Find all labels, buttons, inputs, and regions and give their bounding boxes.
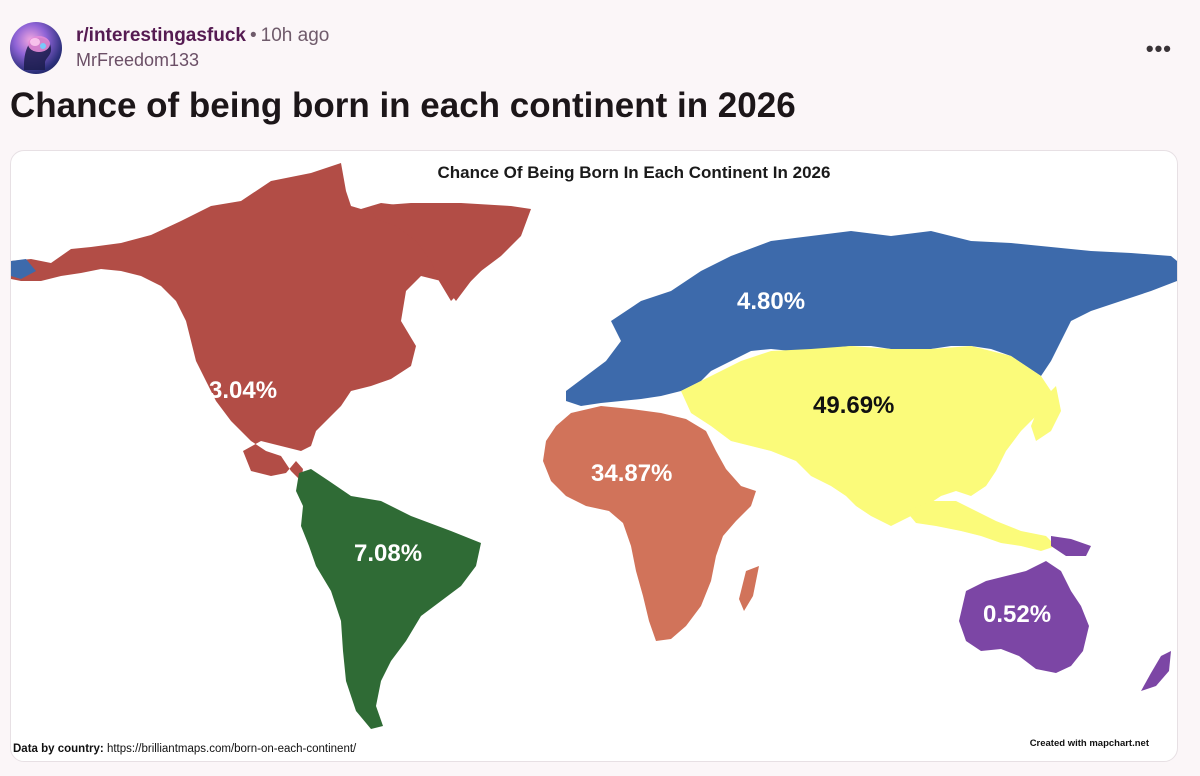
madagascar: [739, 566, 759, 611]
subreddit-link[interactable]: r/interestingasfuck: [76, 25, 246, 46]
label-asia: 49.69%: [813, 392, 895, 419]
continent-oceania: [959, 561, 1089, 673]
post-header: r/interestingasfuck • 10h ago MrFreedom133…: [10, 22, 1190, 78]
greenland: [371, 203, 531, 301]
meta-separator: •: [250, 25, 257, 46]
new-guinea: [1051, 536, 1091, 556]
label-africa: 34.87%: [591, 460, 673, 487]
subreddit-avatar[interactable]: [10, 22, 62, 74]
more-options-button[interactable]: •••: [1145, 36, 1172, 61]
continent-asia: [681, 346, 1051, 526]
label-oceania: 0.52%: [983, 601, 1052, 628]
post-image[interactable]: Chance Of Being Born In Each Continent I…: [10, 150, 1178, 762]
map-title: Chance Of Being Born In Each Continent I…: [437, 163, 831, 182]
label-north-america: 3.04%: [209, 377, 278, 404]
continent-europe: [566, 231, 1177, 406]
japan: [1031, 386, 1061, 441]
post-time: 10h ago: [260, 25, 330, 46]
label-south-america: 7.08%: [354, 540, 423, 567]
data-source: Data by country: https://brilliantmaps.c…: [13, 743, 356, 755]
brain-head-icon: [24, 36, 52, 70]
data-source-url: https://brilliantmaps.com/born-on-each-c…: [106, 743, 357, 755]
data-source-label: Data by country:: [13, 743, 104, 755]
new-zealand: [1141, 651, 1171, 691]
label-europe: 4.80%: [737, 288, 806, 315]
southeast-asia-islands: [906, 501, 1056, 551]
world-map: [11, 163, 1177, 729]
author-link[interactable]: MrFreedom133: [76, 50, 200, 70]
post-title[interactable]: Chance of being born in each continent i…: [10, 86, 796, 125]
continent-south-america: [296, 469, 481, 729]
map-credit: Created with mapchart.net: [1029, 738, 1149, 749]
continent-africa: [543, 406, 756, 641]
chukotka-tip: [11, 259, 36, 279]
continent-north-america: [11, 163, 516, 481]
